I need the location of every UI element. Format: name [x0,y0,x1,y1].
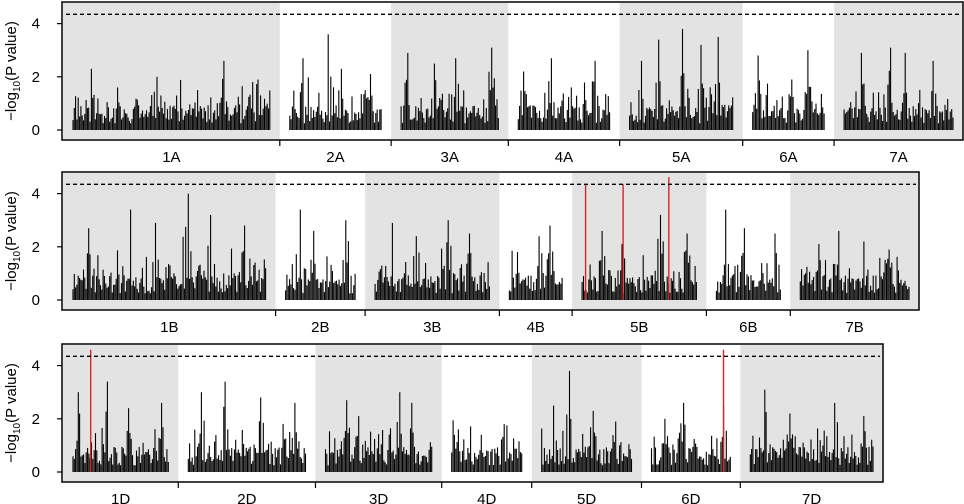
panel-2: 1B 2B 3B 4B 5B 6B 7B 0 2 4 −log10(P value) [3,171,920,336]
chromosome-label: 7D [802,491,821,504]
chromosome-label: 3B [423,319,441,336]
chromosome-label: 2D [237,491,256,504]
chromosome-label: 3A [441,149,459,166]
y-tick-label: 4 [32,186,40,203]
chromosome-5D [531,345,642,481]
chromosome-6B [715,209,781,300]
chromosome-label: 5A [672,149,690,166]
panel-1: 1A 2A 3A 4A 5A 6A 7A 0 2 4 −log10(P value) [3,1,964,166]
chromosome-label: 7B [845,319,863,336]
chromosome-6D [650,349,731,472]
chromosome-label: 1D [111,491,130,504]
y-axis-label: −log10(P value) [3,21,23,121]
y-tick-label: 2 [32,411,40,428]
chromosome-4D [451,420,523,472]
chromosome-label: 6B [739,319,757,336]
chromosome-label: 5D [577,491,596,504]
chromosome-label: 4D [477,491,496,504]
chromosome-4A [517,58,611,130]
y-axis-label: −log10(P value) [3,191,23,291]
chromosome-2D [187,381,307,472]
chromosome-1D [63,345,179,481]
chromosome-3B [365,173,500,309]
y-tick-label: 0 [32,464,40,481]
chromosome-3D [315,345,442,481]
y-tick-label: 4 [32,358,40,375]
chromosome-label: 1A [162,149,180,166]
plot-frame [61,1,964,141]
chromosome-5B [572,173,707,309]
chromosome-1B [63,173,276,309]
chromosome-label: 2A [326,149,344,166]
chromosome-label: 1B [160,319,178,336]
chromosome-2A [289,34,382,130]
chromosome-label: 2B [311,319,329,336]
chromosome-5A [619,3,743,139]
y-tick-label: 0 [32,292,40,309]
panel-3: 1D 2D 3D 4D 5D 6D 7D 0 2 4 −log10(P value) [3,343,884,504]
chromosome-label: 5B [630,319,648,336]
y-tick-label: 2 [32,239,40,256]
chromosome-label: 7A [889,149,907,166]
y-tick-label: 2 [32,69,40,86]
chromosome-label: 3D [369,491,388,504]
chromosome-7B [790,173,919,309]
chromosome-7A [834,3,963,139]
chromosome-label: 4A [555,149,573,166]
chromosome-1A [63,3,280,139]
chromosome-4B [508,225,563,300]
chromosome-6A [752,50,825,130]
plot-frame [61,343,884,483]
y-tick-label: 0 [32,122,40,139]
chromosome-label: 4B [527,319,545,336]
y-tick-label: 4 [32,16,40,33]
chromosome-label: 6D [681,491,700,504]
y-axis-label: −log10(P value) [3,363,23,463]
chromosome-shade [740,345,883,481]
chromosome-label: 6A [779,149,797,166]
chromosome-3A [391,3,509,139]
plot-frame [61,171,920,311]
chromosome-2B [285,209,356,300]
chromosome-7D [740,345,883,481]
chromosome-shade [63,345,179,481]
